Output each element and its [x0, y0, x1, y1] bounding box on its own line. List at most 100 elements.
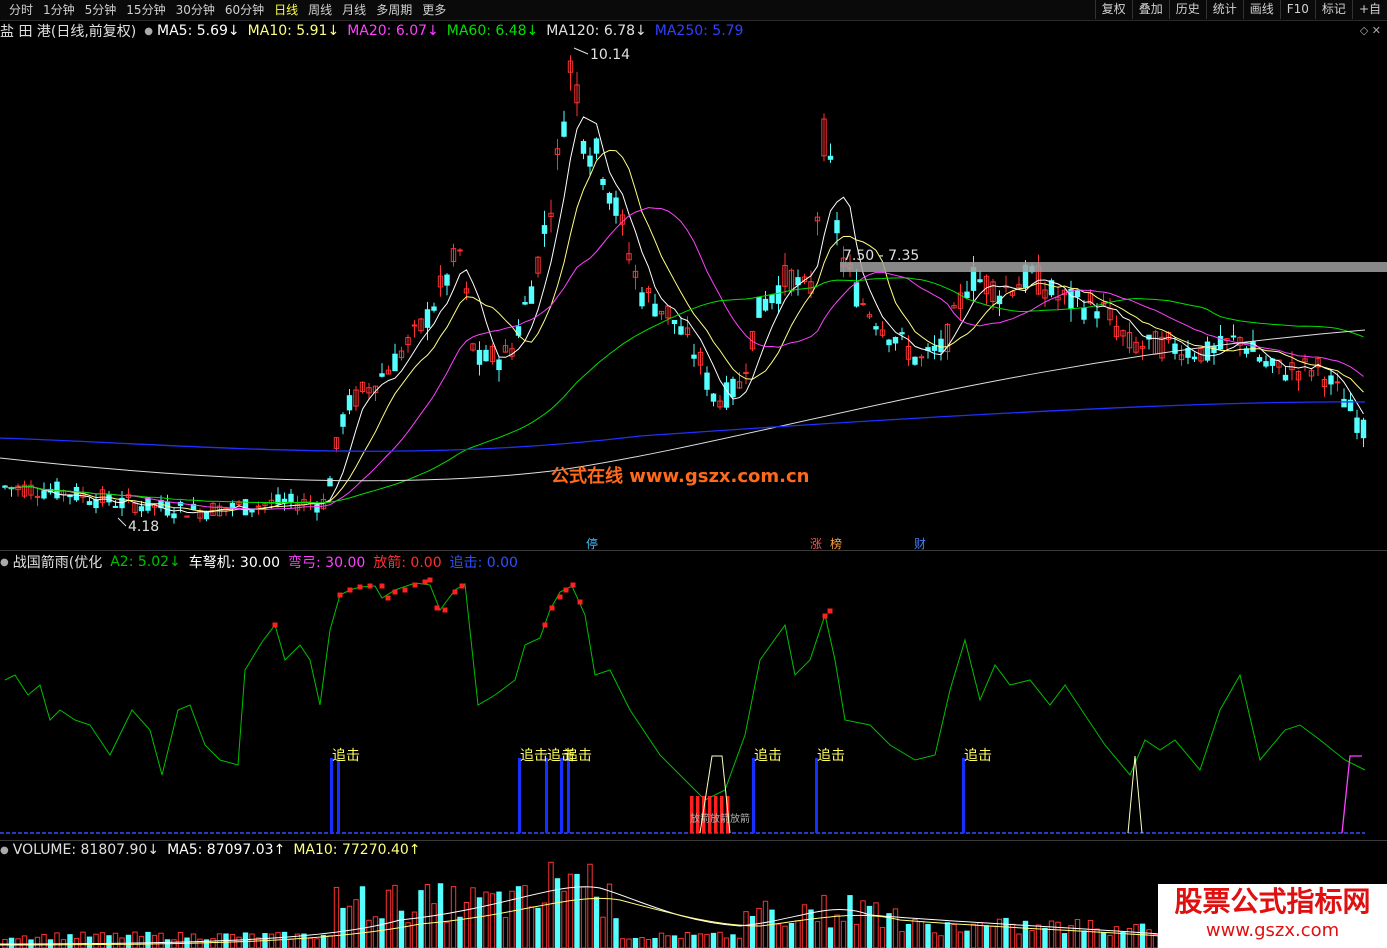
- candle-body: [873, 326, 879, 330]
- indicator-dropdown-icon[interactable]: ●: [0, 556, 9, 568]
- volume-bar: [600, 916, 606, 948]
- volume-bar: [944, 922, 951, 948]
- volume-bar: [197, 938, 203, 948]
- toolbar-button-1[interactable]: 叠加: [1131, 0, 1169, 19]
- fangjian-bar: [696, 796, 700, 833]
- candle-body: [639, 292, 645, 307]
- candle-body: [652, 303, 658, 317]
- peak-dot: [392, 589, 398, 595]
- candle-body: [392, 353, 398, 372]
- volume-bar: [652, 938, 658, 948]
- period-tab-8[interactable]: 月线: [342, 3, 367, 17]
- candle-body: [54, 481, 60, 499]
- period-tab-7[interactable]: 周线: [308, 3, 333, 17]
- volume-bar: [522, 885, 528, 948]
- event-marker: 涨: [810, 536, 822, 550]
- period-tab-3[interactable]: 15分钟: [126, 3, 166, 17]
- main-chart-legend: 盐 田 港(日线,前复权) ● MA5: 5.69↓ MA10: 5.91↓ M…: [0, 21, 743, 41]
- ma10-value: MA10: 5.91↓: [247, 23, 340, 39]
- candle-body: [1139, 345, 1146, 349]
- toolbar-button-3[interactable]: 统计: [1205, 0, 1243, 19]
- volume-bar: [67, 934, 73, 948]
- chart-settings-icon[interactable]: ◇ ✕: [1359, 24, 1381, 37]
- candlestick-chart[interactable]: 7.50 - 7.35 10.14 4.18 停 涨榜 财: [0, 40, 1387, 550]
- volume-bar: [463, 902, 470, 948]
- volume-bar: [613, 918, 619, 948]
- volume-bar: [268, 933, 275, 948]
- peak-dot: [822, 613, 828, 619]
- candle-body: [879, 329, 886, 336]
- candle-body: [1341, 398, 1347, 408]
- period-tab-0[interactable]: 分时: [9, 3, 34, 17]
- volume-bar: [457, 916, 463, 948]
- candle-body: [574, 84, 580, 104]
- candle-body: [502, 345, 509, 353]
- period-tab-4[interactable]: 30分钟: [175, 3, 215, 17]
- toolbar-button-7[interactable]: +自: [1351, 0, 1387, 19]
- volume-bar: [801, 904, 808, 948]
- candle-body: [470, 343, 476, 351]
- volume-bar: [294, 933, 301, 948]
- candle-body: [990, 281, 996, 302]
- candle-body: [957, 292, 964, 309]
- candle-body: [1315, 358, 1321, 368]
- peak-dot: [459, 583, 465, 589]
- volume-bar: [561, 890, 567, 948]
- peak-dot: [442, 607, 448, 613]
- period-tab-5[interactable]: 60分钟: [224, 3, 265, 17]
- period-tab-6[interactable]: 日线: [274, 3, 299, 17]
- period-toolbar: 分时 1分钟 5分钟 15分钟 30分钟 60分钟 日线 周线 月线 多周期 更多 复权 叠加 历史 统计…: [0, 0, 1387, 21]
- volume-dropdown-icon[interactable]: ●: [0, 844, 9, 856]
- candle-body: [1055, 296, 1061, 301]
- zhuiji-bar: [567, 758, 570, 833]
- period-tab-1[interactable]: 1分钟: [43, 3, 75, 17]
- candle-body: [288, 493, 294, 503]
- volume-bar: [236, 936, 242, 948]
- chenuji-spike: [1127, 755, 1143, 834]
- fangjian-bar: [720, 796, 724, 833]
- volume-bar: [619, 938, 626, 948]
- period-tab-10[interactable]: 更多: [422, 3, 447, 17]
- toolbar-button-2[interactable]: 历史: [1168, 0, 1206, 19]
- candle-body: [385, 369, 392, 375]
- candle-body: [262, 503, 268, 507]
- toolbar-button-6[interactable]: 标记: [1314, 0, 1352, 19]
- candle-body: [1068, 288, 1074, 310]
- period-tab-9[interactable]: 多周期: [376, 3, 413, 17]
- volume-bar: [853, 923, 860, 948]
- candle-body: [1321, 379, 1328, 388]
- candle-body: [834, 220, 840, 234]
- toolbar-button-0[interactable]: 复权: [1094, 0, 1132, 19]
- candle-body: [977, 279, 983, 283]
- volume-bar: [255, 937, 262, 948]
- center-watermark: 公式在线 www.gszx.com.cn: [551, 466, 810, 487]
- candle-body: [801, 276, 808, 283]
- a2-value: A2: 5.02↓: [110, 554, 181, 570]
- toolbar-button-4[interactable]: 画线: [1242, 0, 1280, 19]
- candle-body: [496, 359, 502, 371]
- candle-body: [1016, 284, 1022, 289]
- candle-body: [405, 336, 411, 346]
- candle-body: [67, 495, 73, 498]
- candle-body: [522, 302, 528, 305]
- volume-bar: [340, 907, 346, 948]
- peak-dot: [427, 577, 433, 583]
- legend-dropdown-icon[interactable]: ●: [144, 25, 154, 37]
- volume-bar: [509, 890, 515, 948]
- candle-body: [827, 155, 834, 160]
- toolbar-button-5[interactable]: F10: [1279, 0, 1315, 19]
- peak-dot: [402, 587, 408, 593]
- candle-body: [314, 504, 320, 513]
- volume-bar: [892, 908, 899, 948]
- period-tab-2[interactable]: 5分钟: [84, 3, 117, 17]
- peak-dot: [452, 589, 458, 595]
- candle-body: [190, 503, 197, 510]
- volume-bar: [840, 920, 847, 948]
- fangjian-bar: [708, 796, 712, 833]
- volume-bar: [931, 932, 938, 948]
- period-tabs: 分时 1分钟 5分钟 15分钟 30分钟 60分钟 日线 周线 月线 多周期 更多: [4, 2, 451, 18]
- volume-bar: [788, 922, 795, 948]
- fangjian-value: 放箭: 0.00: [373, 555, 442, 571]
- volume-bar: [912, 918, 918, 948]
